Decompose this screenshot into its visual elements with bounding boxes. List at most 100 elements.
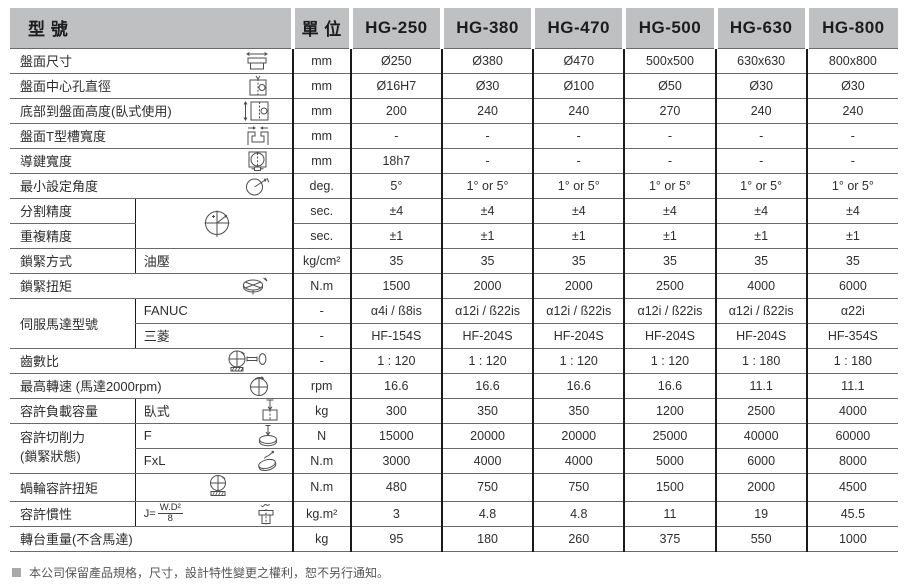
value-cell: 1° or 5° [714,173,807,199]
row-label-cell: 齒數比 [10,348,293,374]
row-label-cell: 容許慣性 [10,501,136,527]
unit-cell: N.m [291,448,351,474]
table-row: 盤面T型槽寬度 mm - - - - - - [10,123,898,149]
table-row: 底部到盤面高度(臥式使用) mm 200 240 240 270 240 240 [10,98,898,124]
value-cell: ±1 [440,223,534,249]
value-cell: 2000 [714,473,807,502]
value-cell: 260 [532,526,625,552]
value-cell: 18h7 [349,148,442,174]
value-cell: - [532,123,625,149]
unit-cell: N.m [291,273,351,299]
model-hg500-header: HG-500 [622,8,716,49]
value-cell: 480 [349,473,442,502]
value-cell: ±1 [714,223,807,249]
worm-torque-icon [202,474,234,498]
row-sub-cell [134,198,293,249]
row-label-cell: 伺服馬達型號 [10,298,136,349]
row-sub-label: FxL [143,453,166,468]
row-label: 最高轉速 (馬達2000rpm) [20,379,162,394]
value-cell: 1 : 120 [440,348,534,374]
row-sub-cell [134,473,293,502]
value-cell: ±4 [532,198,625,224]
table-row: 盤面中心孔直徑 mm Ø16H7 Ø30 Ø100 Ø50 Ø30 Ø30 [10,73,898,99]
row-sub-label: F [143,428,152,443]
row-label: 最小設定角度 [20,179,99,194]
value-cell: 6000 [714,448,807,474]
value-cell: Ø30 [440,73,534,99]
unit-cell: rpm [291,373,351,399]
value-cell: 2500 [623,273,716,299]
value-cell: 1° or 5° [805,173,898,199]
clamp-torque-icon [240,276,270,295]
value-cell: 16.6 [349,373,442,399]
guide-key-icon [246,150,270,172]
table-row: 容許負載容量 臥式 kg 300 350 350 1200 2500 4000 [10,398,898,424]
model-hg800-header: HG-800 [804,8,898,49]
center-bore-icon [246,75,270,97]
unit-cell: N [291,423,351,449]
value-cell: 5° [349,173,442,199]
value-cell: ±4 [623,198,716,224]
unit-cell: - [291,298,351,324]
inertia-icon [252,502,280,526]
inertia-formula: J= W.D² 8 [144,503,183,524]
value-cell: HF-154S [349,323,442,349]
row-label-cell: 容許負載容量 [10,398,136,424]
value-cell: ±1 [805,223,898,249]
row-label-cell: 容許切削力 (鎖緊狀態) [10,423,136,474]
value-cell: 1 : 120 [623,348,716,374]
row-label: 盤面T型槽寬度 [20,129,106,144]
value-cell: 240 [714,98,807,124]
row-sub-cell: J= W.D² 8 [134,501,293,527]
value-cell: 1 : 120 [532,348,625,374]
row-sub-label: FANUC [143,303,188,318]
row-label: 蝸輪容許扭矩 [20,480,99,496]
row-sub-cell: F [134,423,293,449]
value-cell: Ø100 [532,73,625,99]
model-hg630-header: HG-630 [713,8,807,49]
value-cell: α12i / ß22is [440,298,534,324]
value-cell: 800x800 [805,48,898,74]
row-sub-cell: 油壓 [134,248,293,274]
footnote: 本公司保留產品規格，尺寸，設計特性變更之權利，恕不另行通知。 [12,564,904,581]
value-cell: - [440,148,534,174]
table-row: FxL N.m 3000 4000 4000 5000 6000 8000 [10,448,898,474]
value-cell: 15000 [349,423,442,449]
base-height-icon [242,100,270,122]
formula-lhs: J= [143,507,156,520]
cutting-force-icon [256,424,280,447]
unit-cell: sec. [291,223,351,249]
formula-fraction: W.D² 8 [157,502,183,524]
value-cell: α12i / ß22is [623,298,716,324]
footnote-text: 本公司保留產品規格，尺寸，設計特性變更之權利，恕不另行通知。 [29,565,390,580]
value-cell: 1200 [623,398,716,424]
value-cell: 1 : 180 [714,348,807,374]
row-sub-label: 臥式 [143,404,170,419]
value-cell: α22i [805,298,898,324]
model-hg250-header: HG-250 [348,8,442,49]
table-row: 鎖緊方式 油壓 kg/cm² 35 35 35 35 35 35 [10,248,898,274]
table-row: 轉台重量(不含馬達) kg 95 180 260 375 550 1000 [10,526,898,552]
value-cell: ±4 [714,198,807,224]
row-label-cell: 轉台重量(不含馬達) [10,526,293,552]
row-label-line2: (鎖緊狀態) [20,449,81,464]
value-cell: 750 [532,473,625,502]
value-cell: HF-204S [623,323,716,349]
value-cell: 35 [440,248,534,274]
formula-numerator: W.D² [157,502,183,514]
row-label: 容許切削力 [20,430,86,446]
value-cell: ±4 [440,198,534,224]
cutting-moment-icon [254,450,280,472]
value-cell: 750 [440,473,534,502]
value-cell: - [623,123,716,149]
load-capacity-icon [260,399,280,422]
max-speed-icon [248,375,270,397]
value-cell: 1° or 5° [623,173,716,199]
value-cell: 4500 [805,473,898,502]
unit-cell: kg [291,526,351,552]
row-label: 盤面中心孔直徑 [20,79,112,94]
value-cell: ±1 [623,223,716,249]
value-cell: 550 [714,526,807,552]
value-cell: 2000 [440,273,534,299]
row-label: 重複精度 [20,229,73,244]
